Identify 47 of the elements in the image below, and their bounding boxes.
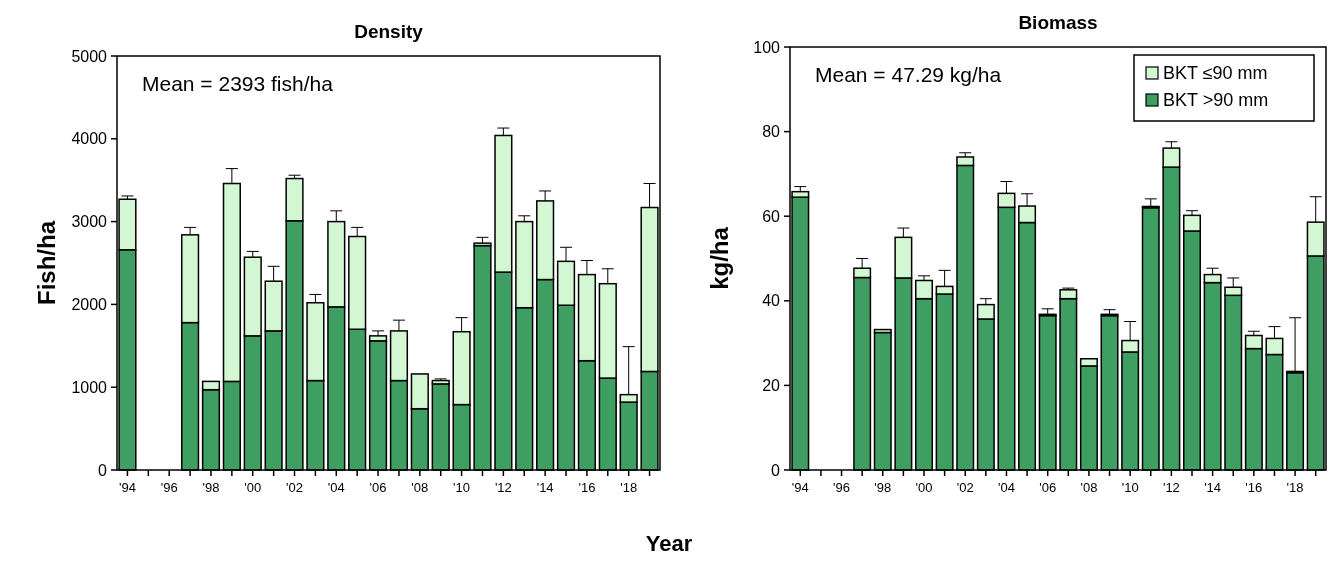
x-tick-label: '10	[1121, 480, 1139, 495]
x-tick-label: '94	[118, 480, 136, 495]
y-tick-label: 80	[762, 123, 781, 141]
x-axis-title: Year	[645, 531, 693, 556]
x-tick-label: '18	[1286, 480, 1304, 495]
y-tick-label: 0	[98, 461, 108, 479]
x-tick-label: '08	[1080, 480, 1098, 495]
annotation: Mean = 47.29 kg/ha	[815, 63, 1002, 86]
y-tick-label: 5000	[71, 47, 108, 65]
x-tick-label: '02	[286, 480, 303, 495]
y-tick-label: 100	[753, 38, 781, 56]
x-tick-label: '98	[874, 480, 892, 495]
x-tick-label: '00	[915, 480, 933, 495]
x-tick-label: '14	[536, 480, 554, 495]
legend-label: BKT ≤90 mm	[1163, 63, 1268, 84]
x-tick-label: '12	[1162, 480, 1180, 495]
x-tick-label: '08	[411, 480, 429, 495]
x-tick-label: '98	[202, 480, 220, 495]
y-tick-label: 1000	[71, 378, 108, 396]
x-tick-label: '00	[244, 480, 262, 495]
chart-title: Density	[354, 21, 424, 42]
y-tick-label: 60	[762, 207, 781, 225]
legend-label: BKT >90 mm	[1163, 90, 1269, 111]
x-tick-label: '18	[620, 480, 638, 495]
x-tick-label: '16	[1245, 480, 1263, 495]
x-tick-label: '94	[791, 480, 809, 495]
y-tick-label: 20	[762, 377, 781, 394]
x-tick-label: '14	[1204, 480, 1222, 495]
x-tick-label: '96	[160, 480, 178, 495]
x-tick-label: '06	[1039, 480, 1057, 495]
chart-title: Biomass	[1018, 12, 1098, 33]
y-tick-label: 2000	[71, 296, 108, 313]
y-tick-label: 40	[762, 292, 781, 310]
x-tick-label: '96	[833, 480, 851, 495]
x-tick-label: '04	[327, 480, 345, 495]
x-tick-label: '16	[578, 480, 596, 495]
annotation: Mean = 2393 fish/ha	[142, 72, 334, 95]
x-tick-label: '04	[997, 480, 1015, 495]
x-tick-label: '06	[369, 480, 387, 495]
x-tick-label: '02	[956, 480, 974, 495]
y-axis-title: Fish/ha	[33, 220, 60, 306]
x-tick-label: '10	[453, 480, 471, 495]
y-tick-label: 4000	[71, 130, 108, 148]
x-tick-label: '12	[494, 480, 512, 495]
y-tick-label: 3000	[71, 213, 108, 231]
y-tick-label: 0	[771, 461, 781, 479]
y-axis-title: kg/ha	[706, 226, 733, 290]
